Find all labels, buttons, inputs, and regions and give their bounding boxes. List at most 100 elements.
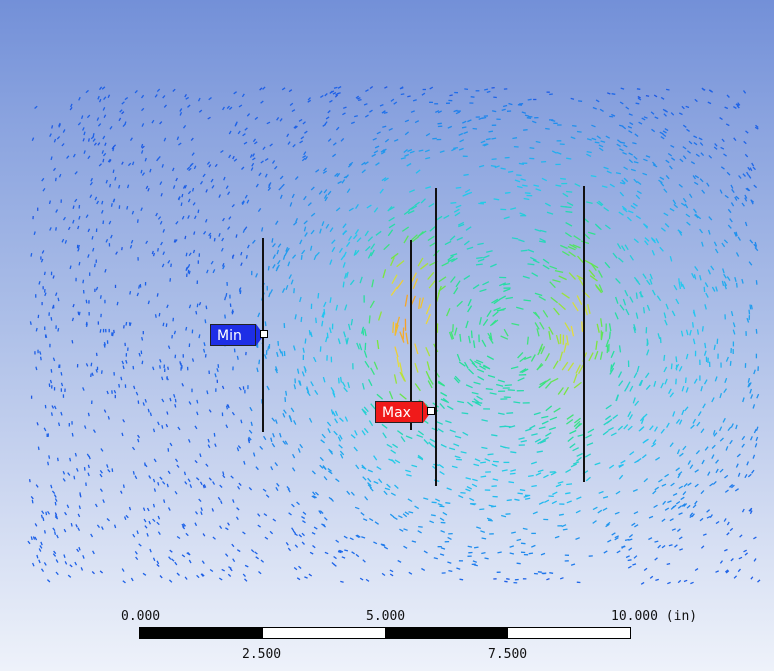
- velocity-vector: [274, 462, 279, 467]
- velocity-vector: [711, 444, 716, 449]
- velocity-vector: [141, 336, 144, 341]
- velocity-vector: [156, 293, 159, 297]
- velocity-vector: [749, 239, 754, 244]
- velocity-vector: [598, 147, 604, 152]
- velocity-vector: [275, 486, 279, 492]
- velocity-vector: [101, 526, 104, 530]
- velocity-vector: [753, 558, 757, 562]
- velocity-vector: [567, 362, 575, 372]
- velocity-vector: [225, 185, 229, 190]
- scale-bar-segment: [140, 628, 263, 638]
- velocity-vector: [383, 546, 389, 550]
- velocity-vector: [693, 274, 697, 280]
- velocity-vector: [71, 317, 75, 322]
- velocity-vector: [39, 351, 42, 355]
- velocity-vector: [508, 102, 513, 106]
- velocity-vector: [602, 495, 609, 499]
- velocity-vector: [561, 292, 570, 299]
- velocity-vector: [337, 92, 341, 95]
- velocity-vector: [149, 412, 152, 417]
- velocity-vector: [361, 464, 366, 470]
- velocity-vector: [517, 492, 523, 495]
- velocity-vector: [410, 234, 418, 241]
- velocity-vector: [518, 162, 525, 165]
- velocity-vector: [332, 389, 336, 396]
- velocity-vector: [570, 97, 575, 100]
- velocity-vector: [197, 209, 200, 214]
- velocity-vector: [66, 155, 70, 159]
- velocity-vector: [317, 293, 320, 299]
- velocity-vector: [574, 417, 581, 424]
- velocity-vector: [496, 383, 504, 387]
- velocity-vector: [52, 553, 57, 557]
- velocity-vector: [190, 162, 194, 167]
- velocity-vector: [690, 424, 695, 429]
- min-probe-marker[interactable]: [260, 330, 268, 338]
- velocity-vector: [57, 297, 60, 302]
- min-probe-label[interactable]: Min: [210, 324, 256, 346]
- velocity-vector: [36, 554, 39, 559]
- velocity-vector: [696, 329, 700, 335]
- velocity-vector: [327, 138, 332, 142]
- velocity-vector: [344, 272, 347, 279]
- velocity-vector: [82, 279, 85, 284]
- velocity-vector: [104, 142, 107, 146]
- velocity-vector: [40, 541, 43, 546]
- velocity-vector: [410, 272, 417, 283]
- velocity-vector: [325, 336, 328, 343]
- velocity-vector: [224, 296, 227, 301]
- velocity-vector: [260, 100, 264, 104]
- velocity-vector: [52, 527, 56, 532]
- velocity-vector: [397, 430, 404, 436]
- velocity-vector: [267, 345, 270, 351]
- velocity-vector: [58, 173, 62, 178]
- velocity-vector: [734, 277, 737, 282]
- velocity-vector: [502, 283, 511, 286]
- velocity-vector: [654, 486, 660, 491]
- velocity-vector: [332, 142, 337, 146]
- velocity-vector: [675, 500, 681, 505]
- velocity-vector: [287, 488, 291, 493]
- velocity-vector: [605, 339, 610, 348]
- velocity-vector: [526, 336, 529, 345]
- velocity-vector: [337, 550, 342, 554]
- velocity-vector: [165, 423, 169, 428]
- velocity-vector: [429, 520, 435, 524]
- velocity-vector: [52, 167, 57, 172]
- velocity-vector: [322, 376, 326, 383]
- velocity-vector: [365, 89, 369, 92]
- velocity-vector: [614, 537, 619, 541]
- velocity-vector: [160, 192, 163, 197]
- velocity-vector: [340, 137, 345, 142]
- velocity-vector: [504, 384, 512, 387]
- velocity-vector: [337, 338, 341, 345]
- velocity-vector: [355, 553, 360, 558]
- velocity-vector: [332, 411, 336, 417]
- velocity-vector: [516, 306, 524, 310]
- velocity-vector: [598, 200, 604, 206]
- velocity-vector: [706, 182, 710, 187]
- velocity-vector: [596, 201, 603, 207]
- velocity-vector: [312, 491, 316, 496]
- max-probe-label[interactable]: Max: [375, 401, 423, 423]
- velocity-vector: [748, 309, 751, 315]
- velocity-vector: [550, 471, 557, 476]
- velocity-vector: [594, 462, 601, 466]
- velocity-vector: [51, 305, 55, 309]
- velocity-vector: [245, 254, 248, 259]
- velocity-vector: [746, 317, 750, 323]
- velocity-vector: [635, 215, 642, 220]
- velocity-vector: [573, 235, 581, 241]
- max-probe-marker[interactable]: [427, 407, 435, 415]
- velocity-vector: [158, 312, 161, 317]
- velocity-vector: [310, 381, 314, 387]
- velocity-vector: [719, 393, 723, 399]
- velocity-vector: [122, 484, 125, 489]
- velocity-vector: [753, 428, 757, 434]
- velocity-vector: [176, 464, 180, 468]
- velocity-vector: [677, 505, 682, 509]
- velocity-vector: [410, 110, 415, 113]
- velocity-vector: [368, 420, 374, 427]
- velocity-vector: [70, 103, 73, 108]
